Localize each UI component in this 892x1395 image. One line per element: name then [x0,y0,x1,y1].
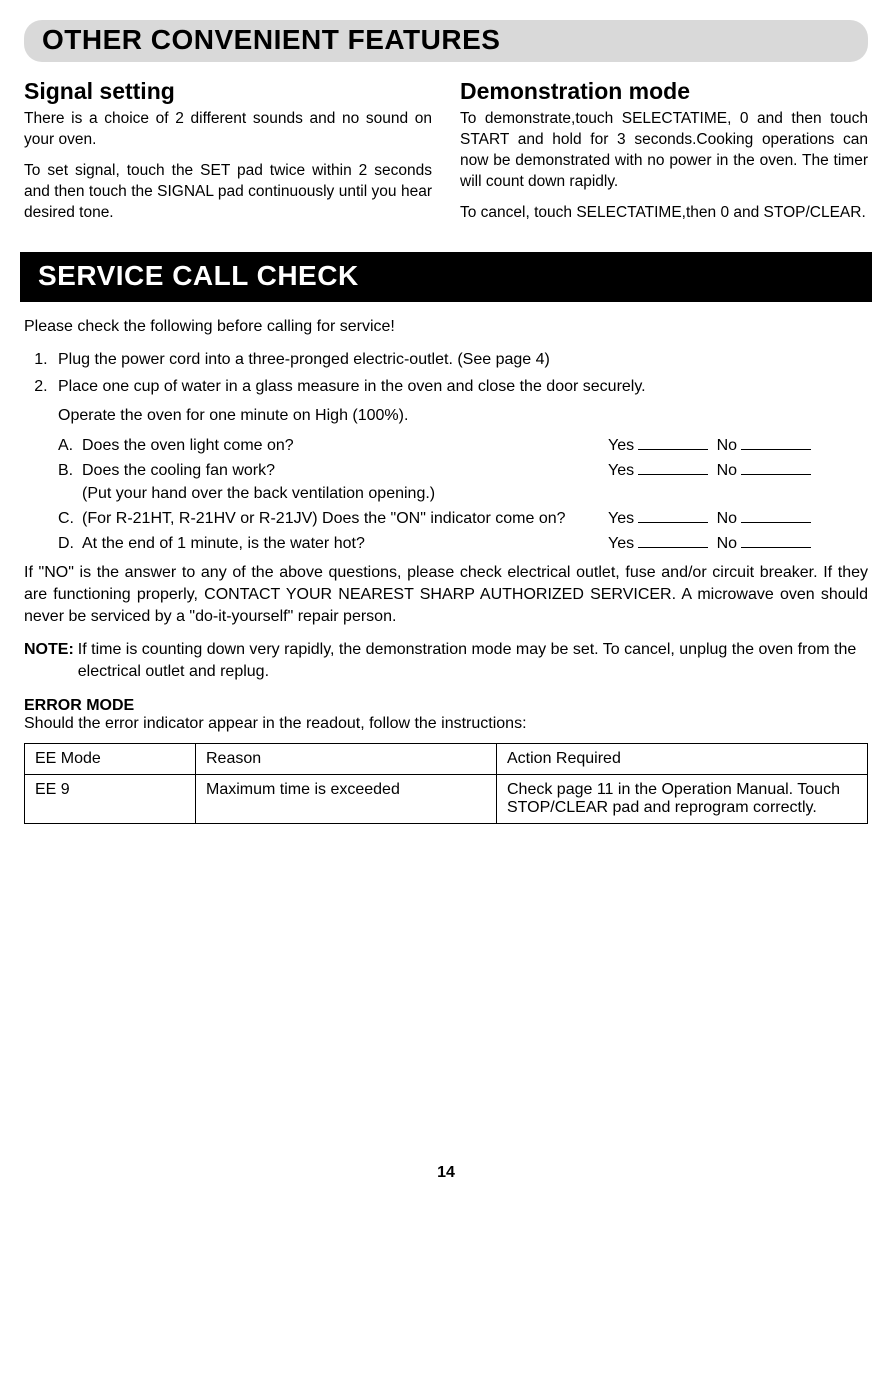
td-reason: Maximum time is exceeded [196,775,497,824]
yes-label: Yes [608,510,634,527]
demo-p1: To demonstrate,touch SELECTATIME, 0 and … [460,109,868,193]
yes-label: Yes [608,535,634,552]
no-label: No [717,462,737,479]
error-table: EE Mode Reason Action Required EE 9 Maxi… [24,743,868,824]
check-yesno: Yes No [608,459,868,505]
check-letter: B. [58,459,82,505]
note-row: NOTE: If time is counting down very rapi… [24,639,868,684]
check-q-text: Does the cooling fan work? [82,462,275,479]
note-label: NOTE: [24,639,74,684]
page-number: 14 [24,1164,868,1182]
no-blank[interactable] [741,474,811,475]
th-action: Action Required [497,744,868,775]
check-row-d: D. At the end of 1 minute, is the water … [58,532,868,555]
yes-blank[interactable] [638,474,708,475]
td-mode: EE 9 [25,775,196,824]
table-header-row: EE Mode Reason Action Required [25,744,868,775]
service-title: SERVICE CALL CHECK [38,260,854,292]
signal-p1: There is a choice of 2 different sounds … [24,109,432,151]
check-question: Does the cooling fan work? (Put your han… [82,459,608,505]
section-header-bar: OTHER CONVENIENT FEATURES [24,20,868,62]
left-column: Signal setting There is a choice of 2 di… [24,78,432,234]
error-mode-heading: ERROR MODE [24,697,868,715]
th-mode: EE Mode [25,744,196,775]
check-letter: D. [58,532,82,555]
right-column: Demonstration mode To demonstrate,touch … [460,78,868,234]
no-label: No [717,535,737,552]
step-2: Place one cup of water in a glass measur… [52,375,868,555]
demo-heading: Demonstration mode [460,78,868,105]
service-header-bar: SERVICE CALL CHECK [20,252,872,302]
check-yesno: Yes No [608,434,868,457]
signal-heading: Signal setting [24,78,432,105]
check-q-sub: (Put your hand over the back ventilation… [82,485,435,502]
yes-blank[interactable] [638,522,708,523]
yes-blank[interactable] [638,449,708,450]
service-intro: Please check the following before callin… [24,316,868,338]
two-column-row: Signal setting There is a choice of 2 di… [24,78,868,234]
if-no-paragraph: If "NO" is the answer to any of the abov… [24,562,868,629]
yes-blank[interactable] [638,547,708,548]
signal-p2: To set signal, touch the SET pad twice w… [24,161,432,224]
service-steps: Plug the power cord into a three-pronged… [24,348,868,556]
check-yesno: Yes No [608,507,868,530]
check-row-c: C. (For R-21HT, R-21HV or R-21JV) Does t… [58,507,868,530]
section-header-title: OTHER CONVENIENT FEATURES [42,24,850,56]
step-2b: Operate the oven for one minute on High … [58,404,868,427]
no-label: No [717,437,737,454]
error-mode-sub: Should the error indicator appear in the… [24,715,868,733]
no-label: No [717,510,737,527]
check-letter: A. [58,434,82,457]
no-blank[interactable] [741,522,811,523]
table-row: EE 9 Maximum time is exceeded Check page… [25,775,868,824]
demo-p2: To cancel, touch SELECTATIME,then 0 and … [460,203,868,224]
check-question: (For R-21HT, R-21HV or R-21JV) Does the … [82,507,608,530]
yes-label: Yes [608,437,634,454]
td-action: Check page 11 in the Operation Manual. T… [497,775,868,824]
check-question: Does the oven light come on? [82,434,608,457]
th-reason: Reason [196,744,497,775]
check-yesno: Yes No [608,532,868,555]
step-1: Plug the power cord into a three-pronged… [52,348,868,371]
check-row-a: A. Does the oven light come on? Yes No [58,434,868,457]
check-letter: C. [58,507,82,530]
no-blank[interactable] [741,449,811,450]
check-row-b: B. Does the cooling fan work? (Put your … [58,459,868,505]
step-2-text: Place one cup of water in a glass measur… [58,378,646,395]
yes-label: Yes [608,462,634,479]
check-question: At the end of 1 minute, is the water hot… [82,532,608,555]
no-blank[interactable] [741,547,811,548]
note-body: If time is counting down very rapidly, t… [78,639,868,684]
